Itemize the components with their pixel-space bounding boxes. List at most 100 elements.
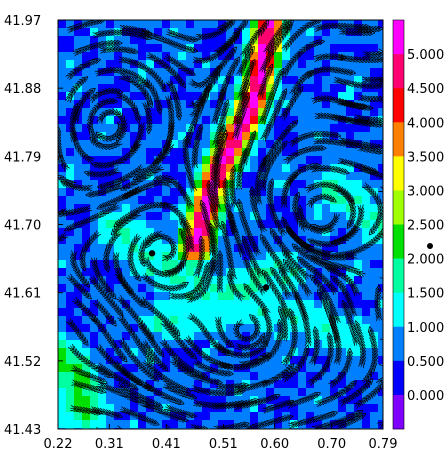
heatmap-cell	[282, 332, 291, 341]
heatmap-cell	[378, 156, 383, 165]
heatmap-cell	[218, 36, 227, 45]
heatmap-cell	[66, 172, 75, 181]
heatmap-cell	[330, 20, 339, 29]
heatmap-cell	[330, 244, 339, 253]
heatmap-cell	[74, 52, 83, 61]
heatmap-cell	[74, 100, 83, 109]
heatmap-cell	[202, 412, 211, 421]
heatmap-cell	[210, 284, 219, 293]
heatmap-cell	[218, 268, 227, 277]
heatmap-cell	[274, 292, 283, 301]
colorbar-swatch	[393, 122, 404, 157]
heatmap-cell	[338, 220, 347, 229]
heatmap-cell	[266, 228, 275, 237]
heatmap-cell	[362, 92, 371, 101]
colorbar-label: 2.000	[407, 253, 444, 268]
heatmap-cell	[250, 284, 259, 293]
heatmap-cell	[266, 36, 275, 45]
heatmap-cell	[370, 44, 379, 53]
heatmap-cell	[98, 44, 107, 53]
heatmap-cell	[82, 132, 91, 141]
heatmap-cell	[218, 308, 227, 317]
heatmap-cell	[354, 148, 363, 157]
heatmap-cell	[194, 204, 203, 213]
heatmap-cell	[58, 292, 67, 301]
heatmap-cell	[218, 356, 227, 365]
heatmap-cell	[282, 148, 291, 157]
heatmap-cell	[274, 20, 283, 29]
heatmap-cell	[170, 188, 179, 197]
heatmap-cell	[306, 212, 315, 221]
heatmap-cell	[354, 188, 363, 197]
heatmap-cell	[186, 20, 195, 29]
heatmap-cell	[82, 108, 91, 117]
heatmap-cell	[218, 300, 227, 309]
heatmap-cell	[250, 84, 259, 93]
y-tick-label: 41.79	[4, 150, 41, 165]
heatmap-cell	[322, 308, 331, 317]
heatmap-cell	[170, 92, 179, 101]
heatmap-cell	[306, 412, 315, 421]
heatmap-cell	[98, 116, 107, 125]
heatmap-cell	[330, 36, 339, 45]
heatmap-cell	[242, 276, 251, 285]
streamline	[236, 336, 264, 348]
heatmap-cell	[226, 356, 235, 365]
colorbar-swatch	[393, 224, 404, 259]
streamline	[334, 80, 381, 86]
heatmap-cell	[298, 292, 307, 301]
heatmap-cell	[314, 324, 323, 333]
heatmap-cell	[146, 308, 155, 317]
heatmap-cell	[370, 156, 379, 165]
heatmap-cell	[362, 212, 371, 221]
heatmap-cell	[154, 28, 163, 37]
heatmap-cell	[314, 84, 323, 93]
heatmap-cell	[354, 356, 363, 365]
heatmap-cell	[338, 356, 347, 365]
heatmap-cell	[162, 52, 171, 61]
heatmap-cell	[138, 260, 147, 269]
heatmap-cell	[122, 420, 131, 429]
heatmap-cell	[90, 348, 99, 357]
heatmap-cell	[90, 196, 99, 205]
heatmap-cell	[74, 172, 83, 181]
heatmap-cell	[378, 148, 383, 157]
heatmap-cell	[354, 284, 363, 293]
heatmap-cell	[346, 396, 355, 405]
heatmap-cell	[122, 252, 131, 261]
heatmap-cell	[258, 252, 267, 261]
heatmap-cell	[258, 380, 267, 389]
heatmap-cell	[290, 388, 299, 397]
heatmap-cell	[274, 188, 283, 197]
heatmap-cell	[122, 20, 131, 29]
heatmap-cell	[242, 372, 251, 381]
heatmap-cell	[314, 124, 323, 133]
heatmap-cell	[130, 124, 139, 133]
heatmap-cell	[154, 348, 163, 357]
heatmap-cell	[58, 204, 67, 213]
heatmap-cell	[354, 92, 363, 101]
heatmap-cell	[226, 244, 235, 253]
heatmap-cell	[314, 260, 323, 269]
heatmap-cell	[162, 124, 171, 133]
heatmap-cell	[90, 300, 99, 309]
heatmap-cell	[322, 348, 331, 357]
heatmap-cell	[338, 340, 347, 349]
heatmap-cell	[210, 156, 219, 165]
heatmap-cell	[170, 372, 179, 381]
heatmap-cell	[98, 156, 107, 165]
heatmap-cell	[202, 236, 211, 245]
heatmap-cell	[258, 356, 267, 365]
heatmap-cell	[290, 60, 299, 69]
heatmap-cell	[106, 60, 115, 69]
heatmap-cell	[346, 260, 355, 269]
colorbar-swatch	[393, 156, 404, 191]
heatmap-cell	[194, 52, 203, 61]
heatmap-cell	[226, 324, 235, 333]
heatmap-cell	[274, 380, 283, 389]
heatmap-cell	[234, 148, 243, 157]
y-tick-label: 41.43	[4, 423, 41, 438]
heatmap-cell	[114, 316, 123, 325]
heatmap-cell	[58, 396, 67, 405]
